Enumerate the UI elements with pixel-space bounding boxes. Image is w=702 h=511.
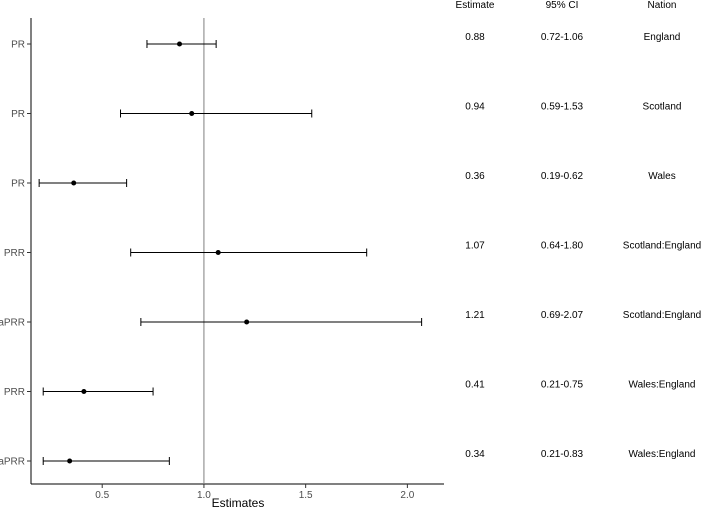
- nation-value: Scotland: [643, 102, 682, 113]
- estimate-point: [215, 250, 221, 255]
- y-tick-label: PR: [11, 109, 25, 120]
- estimate-column-header: Estimate: [456, 0, 495, 11]
- x-tick-label: 1.5: [299, 490, 313, 501]
- ci-value: 0.64-1.80: [541, 241, 584, 252]
- y-tick-label: PR: [11, 40, 25, 51]
- ci-value: 0.72-1.06: [541, 32, 584, 43]
- estimate-value: 0.94: [465, 102, 485, 113]
- nation-value: Scotland:England: [623, 310, 701, 321]
- ci-column-header: 95% CI: [546, 0, 579, 11]
- y-tick-label: aPRR: [0, 318, 25, 329]
- nation-value: Wales:England: [629, 380, 696, 391]
- estimate-value: 0.41: [465, 380, 485, 391]
- ci-value: 0.69-2.07: [541, 310, 584, 321]
- x-tick-label: 2.0: [400, 490, 414, 501]
- estimate-value: 0.88: [465, 32, 485, 43]
- y-tick-labels: PR PR PR PRR aPRR PRR aPRR: [0, 40, 25, 468]
- ci-value: 0.59-1.53: [541, 102, 584, 113]
- estimate-value: 1.07: [465, 241, 485, 252]
- nation-value: Wales: [648, 171, 675, 182]
- y-tick-label: PR: [11, 179, 25, 190]
- estimate-point: [177, 41, 183, 47]
- estimate-point: [81, 389, 87, 394]
- estimate-point: [67, 458, 73, 464]
- ci-value: 0.19-0.62: [541, 171, 584, 182]
- estimate-value: 0.34: [465, 449, 485, 460]
- y-tick-label: PRR: [4, 387, 25, 398]
- x-tick-label: 1.0: [197, 490, 211, 501]
- y-tick-label: aPRR: [0, 457, 25, 468]
- plot-marks: [38, 40, 423, 465]
- x-tick-label: 0.5: [95, 490, 109, 501]
- x-tick-labels: 0.5 1.0 1.5 2.0: [95, 490, 415, 501]
- estimate-point: [189, 111, 195, 116]
- estimate-value: 1.21: [465, 310, 485, 321]
- estimate-point: [71, 180, 77, 186]
- estimate-value: 0.36: [465, 171, 485, 182]
- estimate-point: [244, 319, 250, 325]
- nation-value: Scotland:England: [623, 241, 701, 252]
- nation-value: Wales:England: [629, 449, 696, 460]
- nation-value: England: [644, 32, 681, 43]
- x-axis-title: Estimates: [212, 496, 265, 510]
- estimate-table: 0.88 0.72-1.06 England 0.94 0.59-1.53 Scotlan…: [465, 32, 701, 460]
- plot-axes: [27, 18, 444, 488]
- ci-value: 0.21-0.83: [541, 449, 584, 460]
- nation-column-header: Nation: [648, 0, 677, 11]
- y-tick-label: PRR: [4, 248, 25, 259]
- ci-value: 0.21-0.75: [541, 380, 584, 391]
